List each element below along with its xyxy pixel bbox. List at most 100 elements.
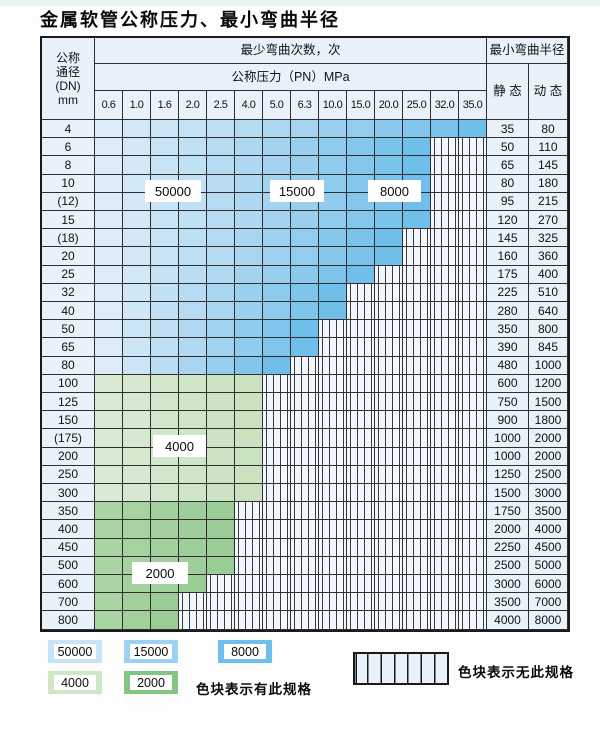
grid-cell-unavailable	[263, 447, 291, 466]
static-value: 175	[487, 265, 529, 284]
grid-cell-unavailable	[459, 156, 487, 175]
dynamic-value: 1800	[529, 411, 568, 430]
grid-cell	[235, 192, 263, 212]
grid-cell-unavailable	[375, 575, 403, 594]
dn-value: (18)	[42, 229, 95, 248]
grid-cell	[347, 229, 375, 248]
grid-cell-unavailable	[403, 265, 431, 284]
grid-cell	[375, 229, 403, 248]
grid-cell	[123, 211, 151, 230]
grid-cell	[151, 247, 179, 266]
grid-cell	[207, 156, 235, 175]
grid-cell-unavailable	[431, 447, 459, 466]
grid-cell	[95, 283, 123, 303]
grid-cell-unavailable	[403, 484, 431, 503]
grid-cell-unavailable	[347, 302, 375, 321]
grid-cell	[95, 411, 123, 430]
grid-cell	[95, 247, 123, 266]
grid-cell	[123, 338, 151, 357]
grid-cell	[207, 320, 235, 339]
dn-value: 125	[42, 393, 95, 412]
grid-cell-unavailable	[375, 283, 403, 303]
dynamic-value: 110	[529, 138, 568, 157]
dn-header-line: 通径	[55, 64, 80, 79]
legend-swatch-label: 8000	[224, 644, 266, 659]
grid-cell-unavailable	[347, 411, 375, 430]
pressure-tick: 2.0	[179, 91, 207, 120]
dn-value: 40	[42, 302, 95, 321]
grid-cell-unavailable	[403, 575, 431, 594]
grid-cell	[179, 502, 207, 521]
grid-cell	[123, 265, 151, 284]
grid-cell-unavailable	[459, 556, 487, 576]
grid-cell-unavailable	[291, 484, 319, 503]
grid-cell	[151, 265, 179, 284]
grid-cell	[123, 320, 151, 339]
grid-cell	[123, 502, 151, 521]
grid-cell-unavailable	[431, 393, 459, 412]
grid-cell-unavailable	[347, 356, 375, 375]
legend-swatch-15000: 15000	[124, 640, 178, 663]
grid-cell	[403, 156, 431, 175]
pressure-tick: 35.0	[459, 91, 487, 120]
grid-cell	[207, 484, 235, 503]
grid-cell	[235, 283, 263, 303]
grid-cell-unavailable	[263, 538, 291, 557]
grid-cell	[95, 374, 123, 394]
grid-cell	[179, 338, 207, 357]
grid-cell	[235, 393, 263, 412]
grid-cell	[263, 138, 291, 157]
grid-cell	[179, 302, 207, 321]
grid-cell-unavailable	[375, 447, 403, 466]
grid-cell-unavailable	[263, 502, 291, 521]
grid-cell	[235, 429, 263, 448]
grid-cell	[95, 520, 123, 539]
grid-cell	[235, 138, 263, 157]
static-value: 2250	[487, 538, 529, 557]
grid-cell-unavailable	[291, 374, 319, 394]
grid-cell	[207, 556, 235, 576]
grid-cell-unavailable	[347, 465, 375, 485]
grid-cell	[179, 411, 207, 430]
grid-cell-unavailable	[347, 429, 375, 448]
grid-cell-unavailable	[375, 502, 403, 521]
legend-swatch-label: 4000	[54, 675, 96, 690]
grid-cell-unavailable	[375, 411, 403, 430]
pressure-tick: 20.0	[375, 91, 403, 120]
static-value: 95	[487, 192, 529, 212]
grid-cell	[291, 283, 319, 303]
grid-cell	[151, 302, 179, 321]
grid-cell-unavailable	[291, 502, 319, 521]
grid-cell-unavailable	[347, 520, 375, 539]
grid-cell-unavailable	[403, 247, 431, 266]
pressure-tick: 1.6	[151, 91, 179, 120]
grid-cell-unavailable	[431, 575, 459, 594]
grid-cell-unavailable	[319, 338, 347, 357]
grid-cell-unavailable	[263, 374, 291, 394]
grid-cell-unavailable	[347, 593, 375, 612]
grid-cell-unavailable	[459, 247, 487, 266]
grid-cell-unavailable	[403, 538, 431, 557]
grid-cell	[207, 211, 235, 230]
grid-cell	[319, 174, 347, 193]
dynamic-value: 510	[529, 283, 568, 303]
grid-cell	[263, 156, 291, 175]
grid-cell	[319, 192, 347, 212]
grid-cell	[151, 502, 179, 521]
dn-value: 50	[42, 320, 95, 339]
grid-cell-unavailable	[403, 283, 431, 303]
static-value: 3500	[487, 593, 529, 612]
grid-cell-unavailable	[291, 575, 319, 594]
grid-cell-unavailable	[375, 465, 403, 485]
grid-cell-unavailable	[235, 520, 263, 539]
grid-cell	[123, 247, 151, 266]
dynamic-value: 325	[529, 229, 568, 248]
grid-cell	[123, 356, 151, 375]
static-value: 350	[487, 320, 529, 339]
grid-cell-unavailable	[263, 575, 291, 594]
grid-cell-unavailable	[291, 429, 319, 448]
grid-cell	[235, 174, 263, 193]
grid-cell-unavailable	[459, 174, 487, 193]
grid-cell	[95, 611, 123, 630]
grid-cell	[319, 229, 347, 248]
